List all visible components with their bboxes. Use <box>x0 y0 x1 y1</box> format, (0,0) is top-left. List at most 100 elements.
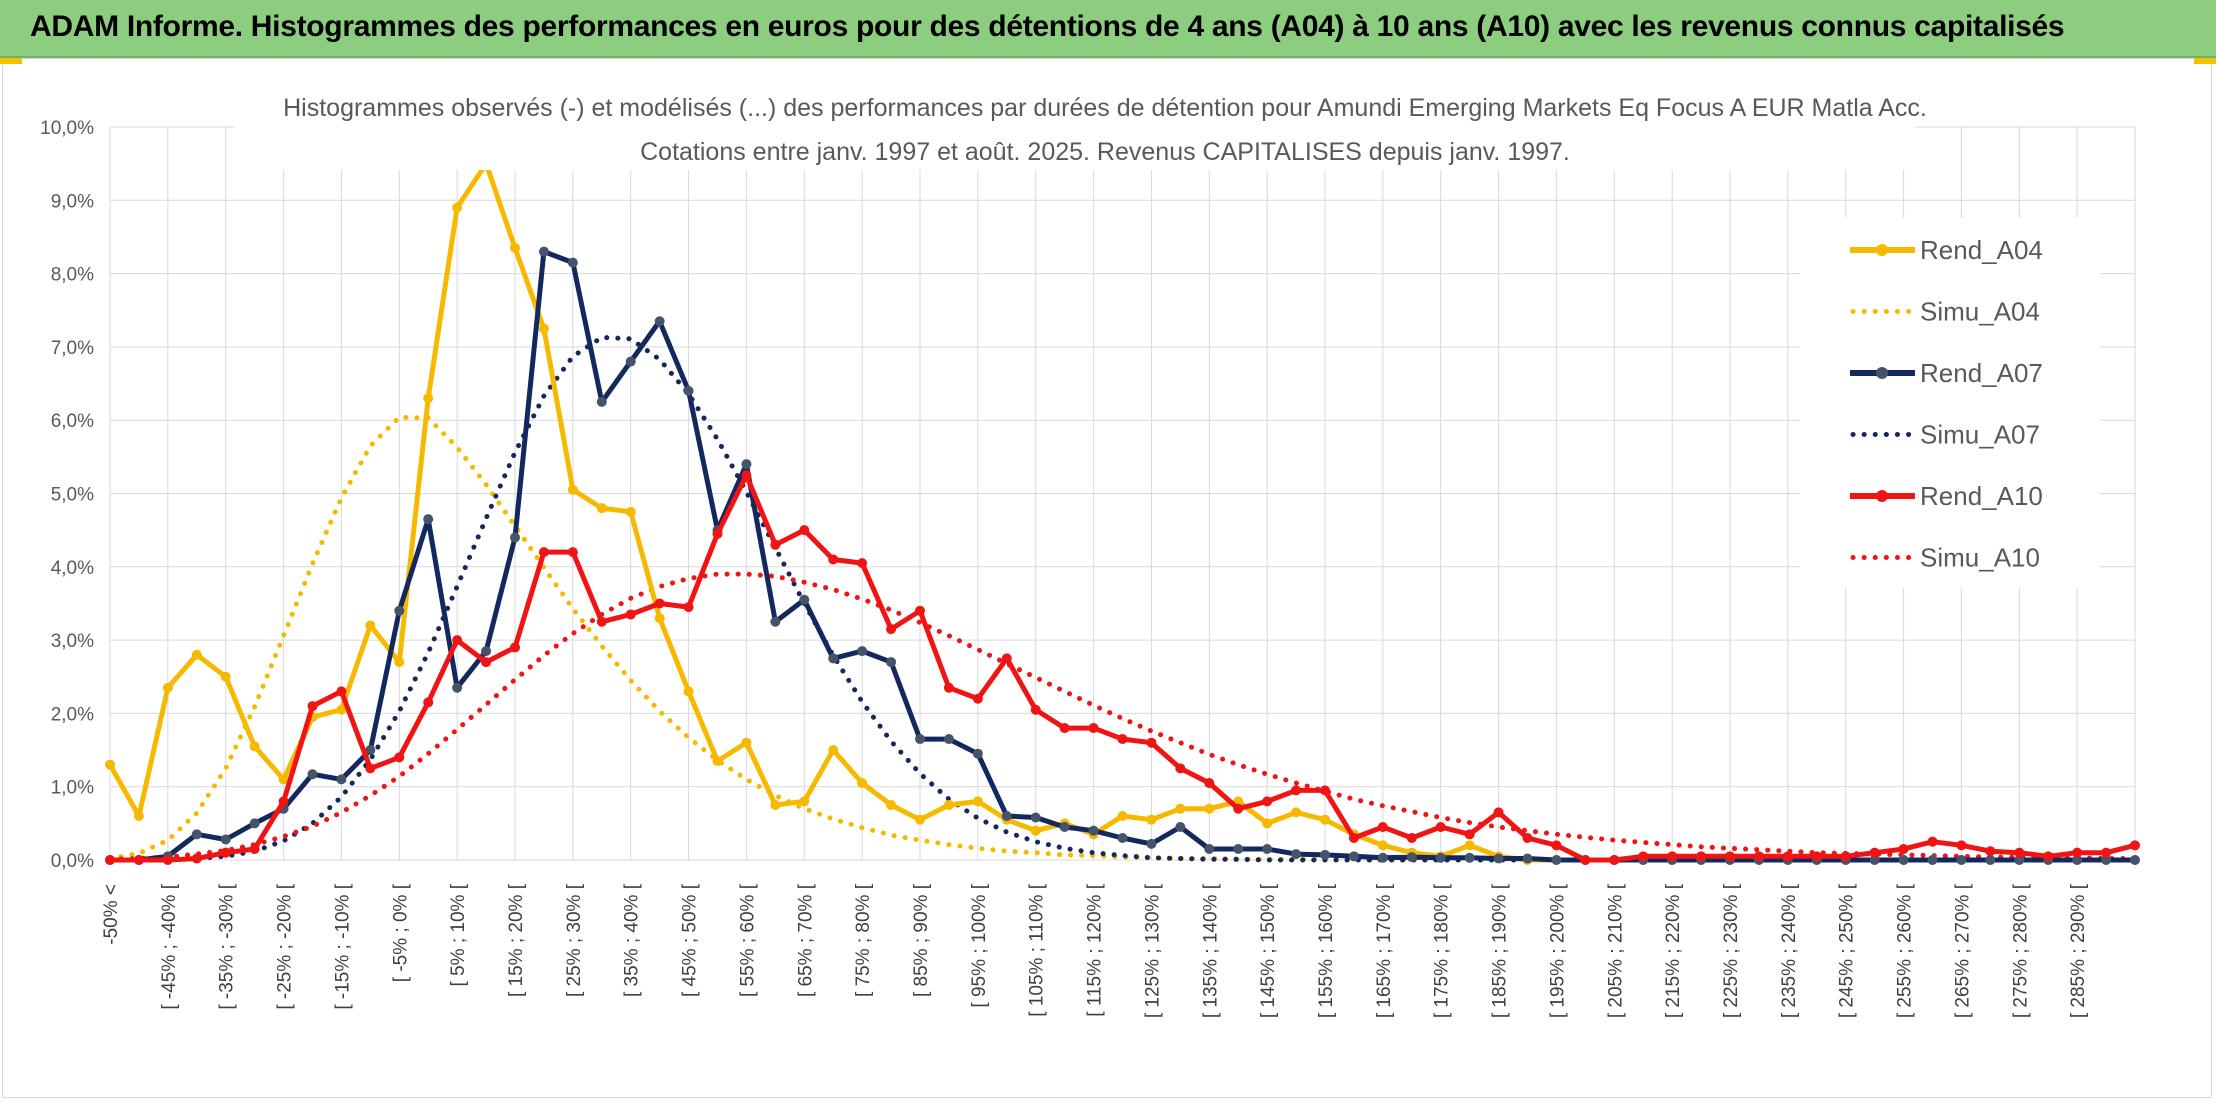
data-point-rend-a07 <box>1146 838 1157 849</box>
data-point-rend-a04 <box>105 759 115 770</box>
x-tick-label: [ 265% ; 270% [ <box>1952 883 1973 1018</box>
data-point-rend-a10 <box>596 616 607 627</box>
x-tick-label: [ -35% ; -30% [ <box>217 883 238 1009</box>
x-tick-label: [ 185% ; 190% [ <box>1490 883 1511 1018</box>
x-tick-label: [ -25% ; -20% [ <box>275 883 296 1009</box>
x-tick-label: [ -45% ; -40% [ <box>159 883 180 1009</box>
data-point-rend-a07 <box>625 356 636 367</box>
chart-series <box>105 158 2140 865</box>
data-point-rend-a07 <box>1175 822 1186 833</box>
data-point-rend-a10 <box>915 605 925 616</box>
data-point-rend-a10 <box>741 470 752 481</box>
data-point-rend-a10 <box>133 855 144 865</box>
data-point-rend-a10 <box>538 547 549 558</box>
data-point-rend-a04 <box>1291 807 1302 818</box>
data-point-rend-a04 <box>654 613 665 624</box>
x-tick-label: [ 85% ; 90% [ <box>911 883 932 997</box>
chart-legend: Rend_A04 Simu_A04 Rend_A07 Simu_A07 Rend_A10… <box>1850 235 2043 573</box>
data-point-rend-a04 <box>452 202 463 213</box>
data-point-rend-a10 <box>1233 803 1244 814</box>
x-tick-label: [ 225% ; 230% [ <box>1721 883 1742 1018</box>
legend-marker-rend-a10 <box>1876 490 1888 502</box>
data-point-rend-a07 <box>1348 851 1359 862</box>
data-point-rend-a07 <box>1522 853 1533 864</box>
data-point-rend-a10 <box>1348 833 1359 844</box>
data-point-rend-a10 <box>567 547 578 558</box>
y-axis-ticks: 0,0% 1,0% 2,0% 3,0% 4,0% 5,0% 6,0% 7,0% 8,0% 9,0%… <box>40 118 94 872</box>
y-tick-label: 9,0% <box>51 191 94 212</box>
y-tick-label: 7,0% <box>51 338 94 359</box>
data-point-rend-a10 <box>1088 723 1099 734</box>
data-point-rend-a10 <box>1782 851 1793 862</box>
data-point-rend-a07 <box>1059 822 1070 833</box>
x-tick-label: [ -5% ; 0% [ <box>390 883 411 982</box>
data-point-rend-a10 <box>1985 846 1996 857</box>
data-point-rend-a07 <box>1204 844 1215 855</box>
data-point-rend-a10 <box>510 642 520 653</box>
y-tick-label: 0,0% <box>51 851 94 872</box>
data-point-rend-a07 <box>943 734 954 745</box>
data-point-rend-a04 <box>1262 818 1273 829</box>
data-point-rend-a07 <box>1291 849 1302 860</box>
y-tick-label: 6,0% <box>51 411 94 432</box>
data-point-rend-a10 <box>1811 851 1822 862</box>
data-point-rend-a04 <box>278 774 289 785</box>
data-point-rend-a10 <box>1406 833 1417 844</box>
legend-marker-rend-a04 <box>1876 244 1888 256</box>
data-point-rend-a07 <box>1001 811 1012 822</box>
data-point-rend-a10 <box>1580 855 1591 865</box>
data-point-rend-a10 <box>1030 704 1041 715</box>
report-title: ADAM Informe. Histogrammes des performan… <box>30 10 2065 43</box>
data-point-rend-a10 <box>220 847 231 858</box>
data-point-rend-a10 <box>886 624 897 635</box>
data-point-rend-a07 <box>886 657 897 668</box>
x-tick-label: [ 165% ; 170% [ <box>1374 883 1395 1018</box>
data-point-rend-a07 <box>1956 855 1967 865</box>
data-point-rend-a07 <box>1898 855 1909 865</box>
data-point-rend-a10 <box>2014 847 2025 858</box>
y-tick-label: 3,0% <box>51 631 94 652</box>
data-point-rend-a10 <box>1059 723 1070 734</box>
data-point-rend-a04 <box>943 800 954 811</box>
data-point-rend-a10 <box>625 609 636 620</box>
x-tick-label: [ 55% ; 60% [ <box>737 883 758 997</box>
data-point-rend-a10 <box>1609 855 1620 865</box>
x-tick-label: [ 35% ; 40% [ <box>622 883 643 997</box>
data-point-rend-a10 <box>394 752 405 763</box>
data-point-rend-a10 <box>1377 822 1388 833</box>
x-tick-label: [ 235% ; 240% [ <box>1779 883 1800 1018</box>
series-line-simu-a07 <box>107 334 2138 863</box>
data-point-rend-a10 <box>105 855 115 865</box>
data-point-rend-a04 <box>191 649 202 660</box>
data-point-rend-a10 <box>712 528 723 539</box>
data-point-rend-a04 <box>162 682 173 693</box>
chart-title-bg <box>235 86 1915 170</box>
data-point-rend-a10 <box>1869 847 1880 858</box>
frame-corner-accent <box>2194 58 2216 64</box>
x-tick-label: [ 215% ; 220% [ <box>1663 883 1684 1018</box>
y-tick-label: 1,0% <box>51 778 94 799</box>
data-point-rend-a07 <box>799 594 810 605</box>
report-banner: ADAM Informe. Histogrammes des performan… <box>0 0 2216 58</box>
data-point-rend-a10 <box>799 525 810 536</box>
data-point-rend-a04 <box>683 686 694 697</box>
x-tick-label: [ 255% ; 260% [ <box>1895 883 1916 1018</box>
data-point-rend-a10 <box>1175 763 1186 774</box>
data-point-rend-a07 <box>365 745 376 756</box>
data-point-rend-a07 <box>1406 852 1417 863</box>
data-point-rend-a07 <box>828 653 839 664</box>
chart-title-line2: Cotations entre janv. 1997 et août. 2025… <box>640 138 1570 166</box>
data-point-rend-a07 <box>1088 825 1099 836</box>
data-point-rend-a04 <box>741 737 752 748</box>
data-point-rend-a10 <box>1320 785 1330 796</box>
data-point-rend-a04 <box>799 796 810 807</box>
data-point-rend-a10 <box>2130 840 2140 851</box>
data-point-rend-a04 <box>972 796 983 807</box>
data-point-rend-a04 <box>1175 803 1186 814</box>
data-point-rend-a04 <box>1377 840 1388 851</box>
data-point-rend-a10 <box>191 853 202 864</box>
data-point-rend-a07 <box>452 682 463 693</box>
x-tick-label: [ 145% ; 150% [ <box>1258 883 1279 1018</box>
data-point-rend-a10 <box>278 796 289 807</box>
